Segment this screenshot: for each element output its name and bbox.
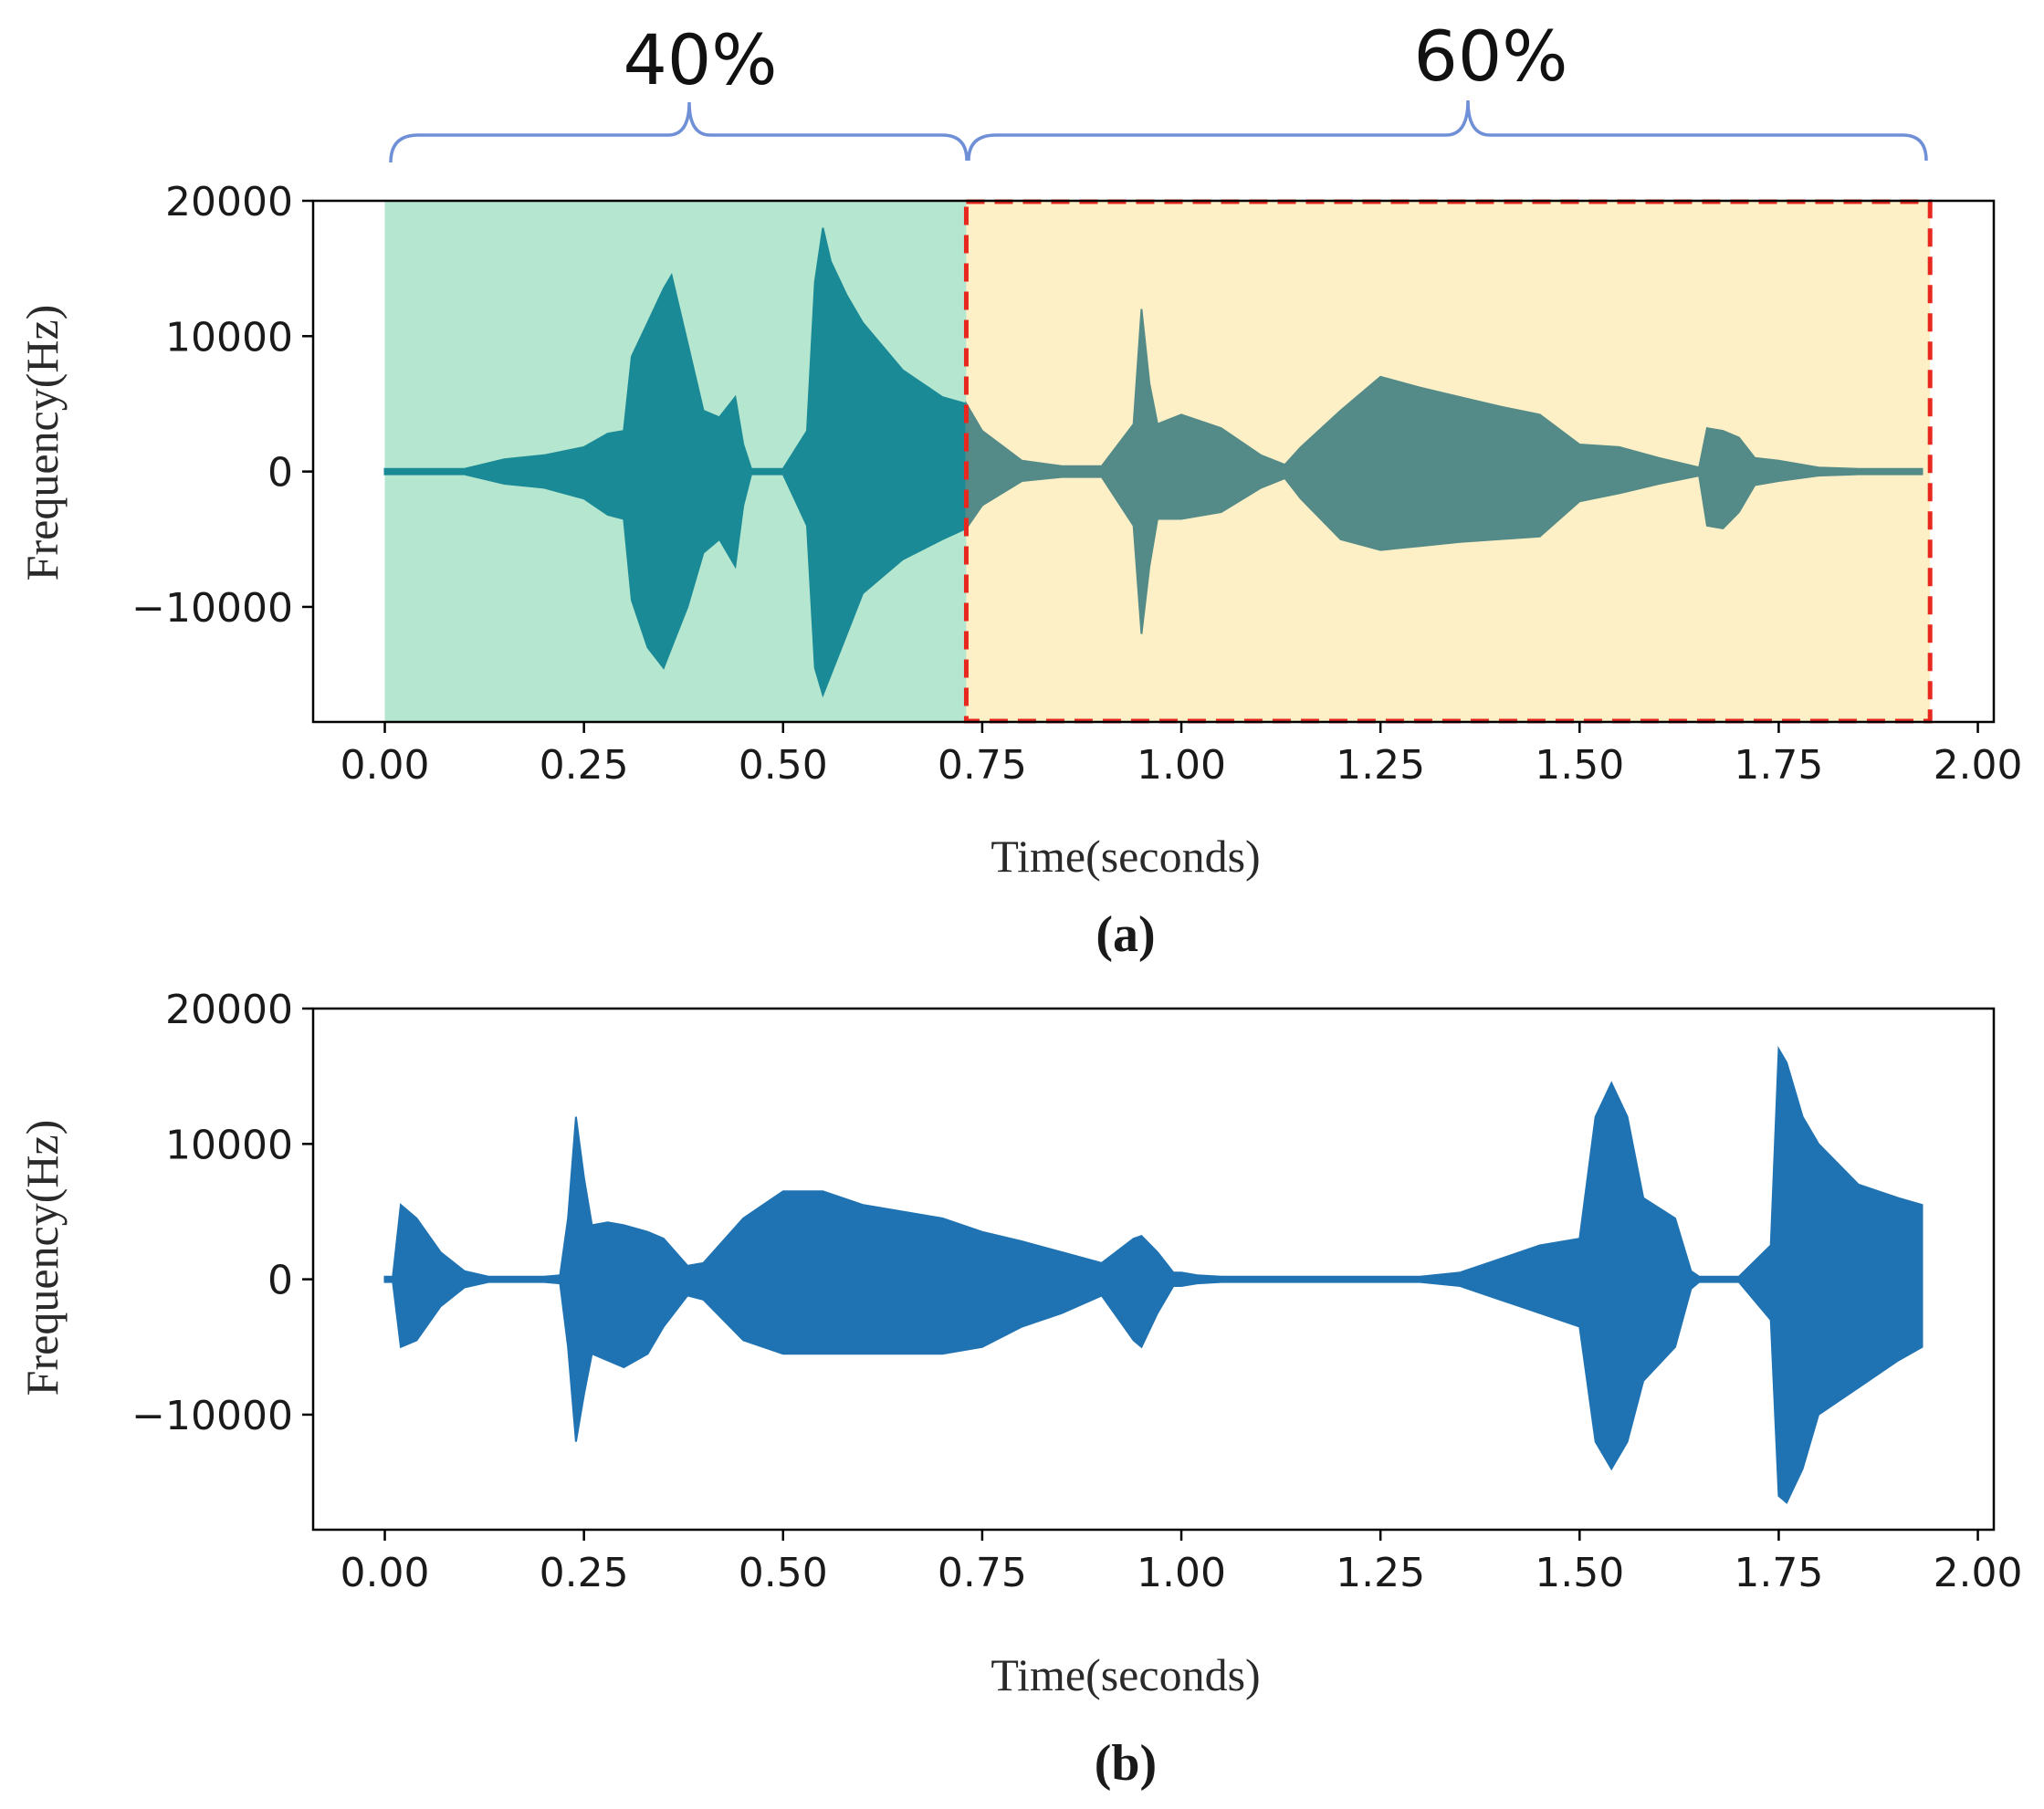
x-tick-label: 1.00 <box>1137 742 1226 789</box>
x-tick-label: 0.75 <box>938 1550 1027 1596</box>
segment-60-brace <box>967 99 1928 162</box>
panel-b-caption: (b) <box>1095 1735 1157 1792</box>
x-tick-label: 0.75 <box>938 742 1027 789</box>
panel-b-x-ticks: 0.00 0.25 0.50 0.75 1.00 1.25 1.50 1.75 2.00 <box>341 1530 2023 1596</box>
panel-b-xlabel: Time(seconds) <box>991 1649 1260 1700</box>
waveform-b <box>383 1046 1923 1504</box>
panel-b-y-ticks: 20000 10000 0 −10000 <box>131 987 313 1439</box>
x-tick-label: 2.00 <box>1934 742 2023 789</box>
y-tick-label: 20000 <box>165 179 293 225</box>
y-tick-label: −10000 <box>131 585 293 632</box>
x-tick-label: 0.50 <box>739 742 828 789</box>
y-tick-label: 10000 <box>165 1122 293 1168</box>
panel-a: 0.00 0.25 0.50 0.75 1.00 1.25 1.50 1.75 2.00 200… <box>16 16 2023 963</box>
y-tick-label: 0 <box>267 1258 293 1304</box>
x-tick-label: 1.75 <box>1734 742 1823 789</box>
segment-40-label: 40% <box>624 19 778 100</box>
panel-a-x-ticks: 0.00 0.25 0.50 0.75 1.00 1.25 1.50 1.75 2.00 <box>341 722 2023 789</box>
x-tick-label: 1.50 <box>1535 742 1624 789</box>
panel-a-axes-frame <box>311 199 1996 724</box>
panel-b: 0.00 0.25 0.50 0.75 1.00 1.25 1.50 1.75 2.00 200… <box>16 987 2023 1792</box>
x-tick-label: 1.25 <box>1336 742 1425 789</box>
panel-a-y-ticks: 20000 10000 0 −10000 <box>131 179 313 632</box>
x-tick-label: 1.75 <box>1734 1550 1823 1596</box>
panel-b-axes-frame <box>311 1007 1996 1532</box>
x-tick-label: 2.00 <box>1934 1550 2023 1596</box>
y-tick-label: −10000 <box>131 1393 293 1439</box>
y-tick-label: 10000 <box>165 314 293 361</box>
panel-b-ylabel: Frequency(Hz) <box>16 1120 68 1396</box>
y-tick-label: 0 <box>267 450 293 497</box>
x-tick-label: 0.00 <box>341 1550 430 1596</box>
x-tick-label: 0.50 <box>739 1550 828 1596</box>
x-tick-label: 0.25 <box>540 1550 629 1596</box>
x-tick-label: 1.00 <box>1137 1550 1226 1596</box>
x-tick-label: 0.25 <box>540 742 629 789</box>
waveform-a-segment-60 <box>965 308 1923 634</box>
x-tick-label: 1.50 <box>1535 1550 1624 1596</box>
panel-a-xlabel: Time(seconds) <box>991 831 1260 882</box>
x-tick-label: 1.25 <box>1336 1550 1425 1596</box>
panel-a-caption: (a) <box>1095 906 1155 963</box>
panel-a-ylabel: Frequency(Hz) <box>16 305 68 581</box>
y-tick-label: 20000 <box>165 987 293 1033</box>
x-tick-label: 0.00 <box>341 742 430 789</box>
segment-40-brace <box>389 101 969 163</box>
segment-60-label: 60% <box>1414 16 1568 97</box>
